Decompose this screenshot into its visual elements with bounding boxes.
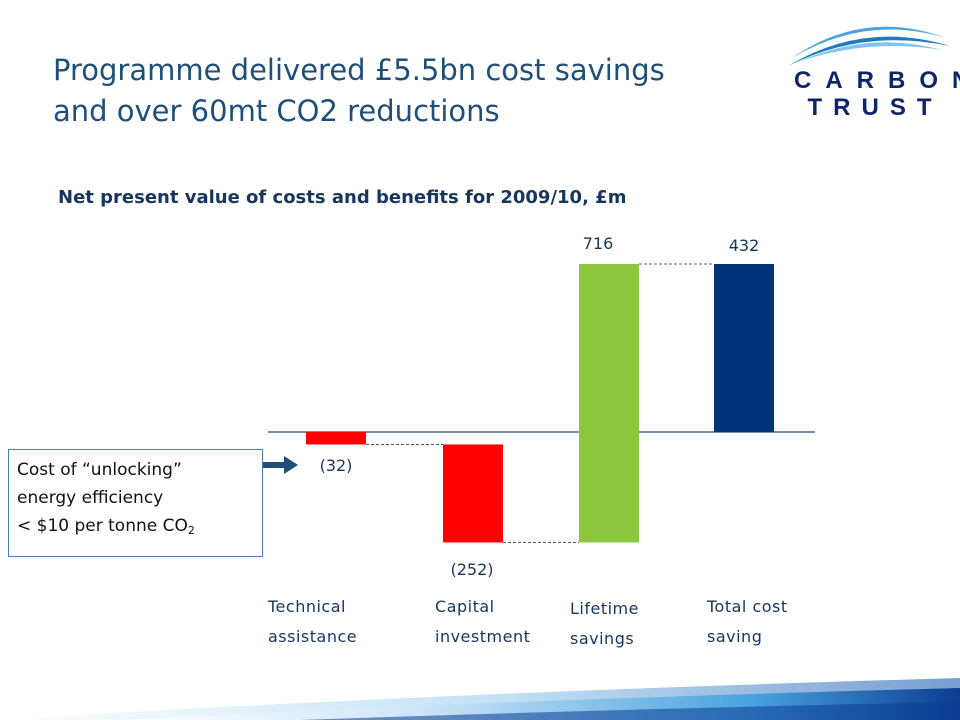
title-line-2: and over 60mt CO2 reductions	[53, 94, 500, 128]
x-label-capital-investment: Capital investment	[435, 592, 530, 652]
callout-line-2: energy efficiency	[17, 488, 164, 508]
bar-capital-investment	[443, 444, 503, 543]
x-label-line: Technical	[268, 597, 346, 616]
value-label: (32)	[320, 456, 353, 475]
callout-line-1: Cost of “unlocking”	[17, 460, 182, 480]
x-label-line: Lifetime	[570, 599, 639, 618]
page-title: Programme delivered £5.5bn cost savings …	[53, 50, 753, 132]
value-label: (252)	[450, 560, 493, 579]
bar-lifetime-savings	[579, 264, 639, 543]
footer-wave-decoration	[0, 678, 960, 720]
value-label: 432	[729, 236, 760, 255]
callout-line-3-main: < $10 per tonne CO	[17, 516, 188, 536]
bar-technical-assistance	[306, 432, 366, 445]
title-line-1: Programme delivered £5.5bn cost savings	[53, 53, 665, 87]
x-label-line: Capital	[435, 597, 495, 616]
x-label-technical-assistance: Technical assistance	[268, 592, 357, 652]
logo-text-trust: TRUST	[807, 94, 943, 121]
value-label: 716	[583, 234, 614, 253]
logo-text-carbon: CARBON	[794, 67, 960, 94]
bar-total-cost-saving	[714, 264, 774, 432]
x-label-line: saving	[707, 627, 763, 646]
chart-subtitle: Net present value of costs and benefits …	[58, 187, 627, 208]
callout-box: Cost of “unlocking” energy efficiency < …	[8, 449, 263, 557]
x-label-line: investment	[435, 627, 531, 646]
callout-line-3: < $10 per tonne CO2	[17, 512, 254, 545]
x-label-line: savings	[570, 629, 635, 648]
logo-waves-icon	[788, 26, 950, 66]
x-label-total-cost-saving: Total cost saving	[707, 592, 788, 652]
callout-line-3-sub: 2	[187, 524, 195, 537]
x-label-line: Total cost	[707, 597, 788, 616]
x-label-line: assistance	[268, 627, 358, 646]
callout-arrow-icon	[263, 456, 298, 474]
carbon-trust-logo: CARBON TRUST	[784, 16, 960, 126]
x-label-lifetime-savings: Lifetime savings	[570, 594, 639, 654]
